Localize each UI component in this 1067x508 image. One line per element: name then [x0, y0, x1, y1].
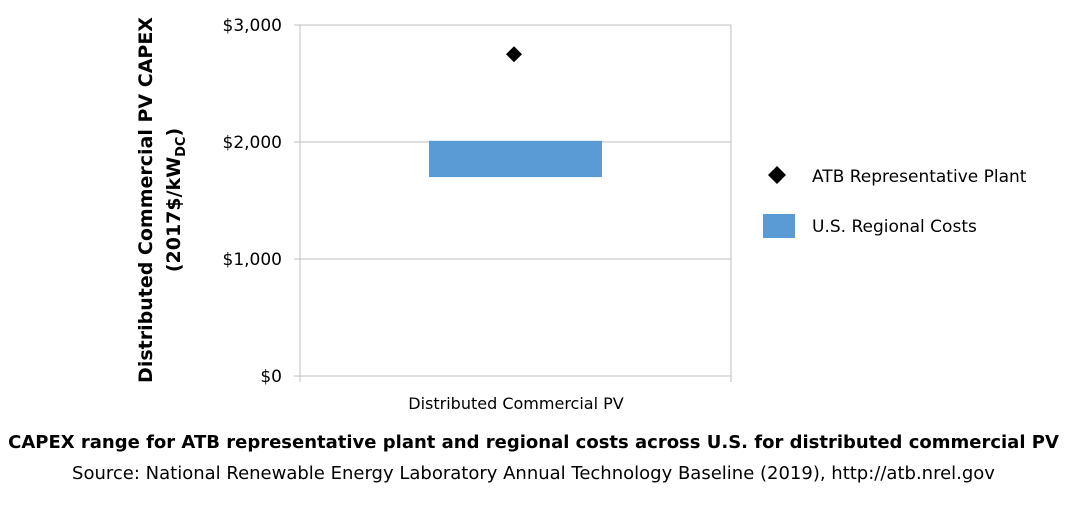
data-marks	[429, 46, 602, 178]
y-tick-label: $2,000	[223, 133, 282, 153]
regional-cost-range-bar	[429, 140, 602, 178]
y-axis-title: Distributed Commercial PV CAPEX (2017$/k…	[135, 17, 189, 383]
y-tick-label: $0	[260, 367, 282, 387]
y-axis-title-line1: Distributed Commercial PV CAPEX	[135, 17, 157, 383]
legend-swatch-regional-costs	[763, 214, 795, 238]
y-tick-label: $3,000	[223, 16, 282, 36]
axes	[294, 24, 732, 382]
legend-marker-diamond-icon	[768, 166, 786, 184]
x-category-label: Distributed Commercial PV	[408, 394, 623, 413]
capex-chart: $0 $1,000 $2,000 $3,000 Distributed Commerc…	[135, 16, 1027, 413]
representative-plant-marker	[506, 46, 522, 63]
legend: ATB Representative Plant U.S. Regional C…	[763, 166, 1027, 238]
legend-label-regional-costs: U.S. Regional Costs	[812, 217, 977, 237]
y-tick-label: $1,000	[223, 250, 282, 270]
y-tick-labels: $0 $1,000 $2,000 $3,000	[223, 16, 282, 387]
legend-label-representative-plant: ATB Representative Plant	[812, 167, 1027, 187]
y-axis-title-line2: (2017$/kWDC)	[163, 128, 189, 272]
caption-title: CAPEX range for ATB representative plant…	[8, 432, 1059, 453]
caption-source: Source: National Renewable Energy Labora…	[72, 463, 995, 484]
